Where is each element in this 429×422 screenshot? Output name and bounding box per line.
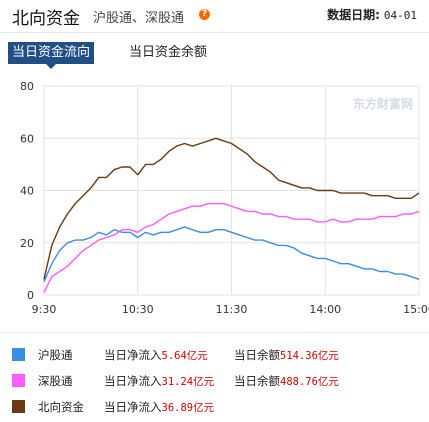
- legend-swatch-hgt: [12, 348, 25, 361]
- x-tick-label: 15:00: [403, 303, 429, 316]
- date-value: 04-01: [383, 9, 417, 22]
- balance-value: 488.76亿元: [280, 376, 339, 388]
- legend-flow-north: 当日净流入36.89亿元: [104, 399, 214, 415]
- x-tick-label: 10:30: [122, 303, 154, 316]
- balance-label: 当日余额: [234, 348, 280, 362]
- legend-balance-sgt: 当日余额488.76亿元: [234, 373, 339, 389]
- legend-balance-hgt: 当日余额514.36亿元: [234, 347, 339, 363]
- flow-label: 当日净流入: [104, 374, 162, 388]
- date-label: 数据日期:: [327, 8, 380, 22]
- y-tick-label: 60: [20, 132, 34, 145]
- x-tick-label: 11:30: [216, 303, 248, 316]
- header-title: 北向资金: [12, 9, 80, 29]
- legend-name-hgt: 沪股通: [38, 348, 73, 362]
- legend-swatch-north: [12, 400, 25, 413]
- flow-value: 31.24亿元: [161, 376, 215, 388]
- legend-row-north: 北向资金 当日净流入36.89亿元: [12, 397, 422, 415]
- series-line-2: [43, 137, 420, 280]
- tab-balance[interactable]: 当日资金余额: [129, 45, 208, 60]
- y-tick-label: 20: [20, 237, 34, 250]
- header-divider: [0, 32, 429, 33]
- flow-label: 当日净流入: [104, 348, 162, 362]
- legend-row-sgt: 深股通 当日净流入31.24亿元 当日余额488.76亿元: [12, 371, 422, 389]
- legend-name-north: 北向资金: [38, 400, 84, 414]
- series-line-1: [43, 202, 420, 293]
- flow-value: 36.89亿元: [161, 402, 215, 414]
- legend-flow-sgt: 当日净流入31.24亿元: [104, 373, 214, 389]
- data-date: 数据日期: 04-01: [327, 6, 417, 23]
- flow-value: 5.64亿元: [161, 350, 208, 362]
- flow-label: 当日净流入: [104, 400, 162, 414]
- series-line-0: [43, 226, 420, 283]
- legend-name-sgt: 深股通: [38, 374, 73, 388]
- balance-label: 当日余额: [234, 374, 280, 388]
- tab-flow[interactable]: 当日资金流向: [8, 42, 95, 69]
- y-tick-label: 0: [27, 289, 34, 302]
- legend-flow-hgt: 当日净流入5.64亿元: [104, 347, 208, 363]
- balance-value: 514.36亿元: [280, 350, 339, 362]
- flow-chart: 0 20 40 60 80 9:30 10:30 11:30 14:00 15:00 东方财富网: [20, 80, 429, 316]
- y-tick-label: 80: [20, 80, 34, 93]
- watermark: 东方财富网: [353, 96, 413, 111]
- x-tick-label: 14:00: [309, 303, 341, 316]
- x-tick-label: 9:30: [32, 303, 57, 316]
- y-tick-label: 40: [20, 185, 34, 198]
- question-icon[interactable]: ?: [199, 9, 210, 20]
- header-subtitle[interactable]: 沪股通、深股通: [93, 11, 185, 26]
- legend-divider: [0, 332, 429, 333]
- legend-swatch-sgt: [12, 374, 25, 387]
- legend-row-hgt: 沪股通 当日净流入5.64亿元 当日余额514.36亿元: [12, 345, 422, 363]
